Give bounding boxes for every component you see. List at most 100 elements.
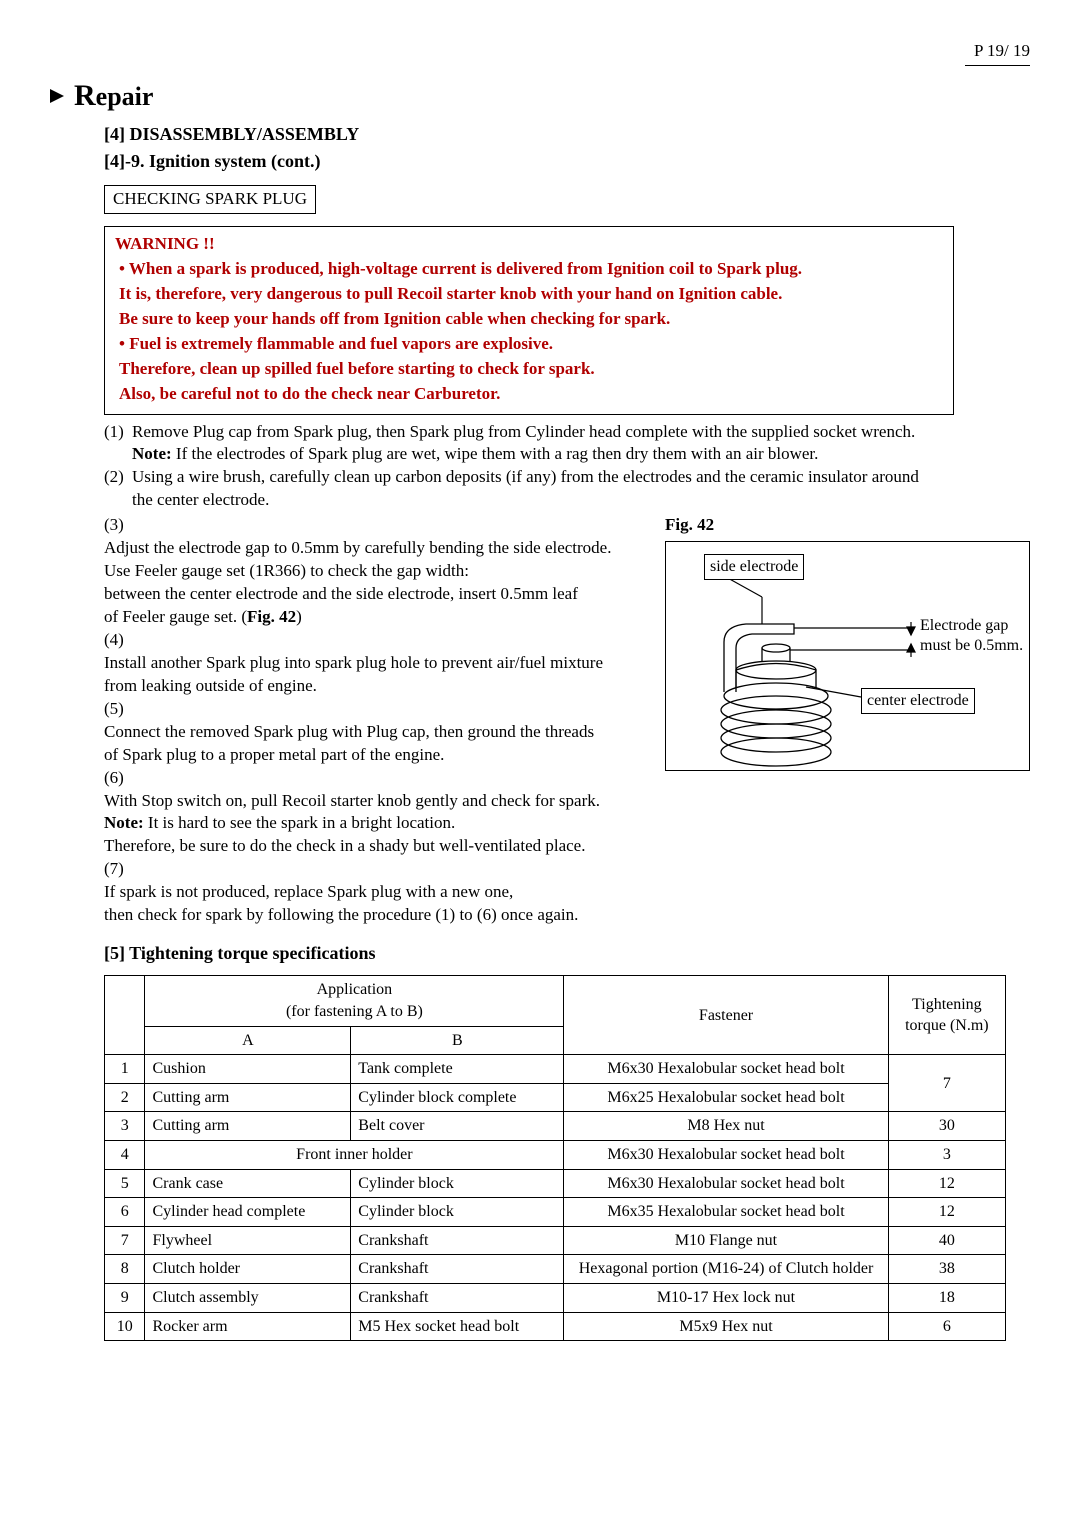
diagram: side electrode Electrode gap must be 0.5… [665,541,1030,771]
section-5-heading: [5] Tightening torque specifications [104,941,1030,965]
warning-title: WARNING !! [115,233,943,256]
torque-table: Application (for fastening A to B) Faste… [104,975,1006,1341]
warning-line: Also, be careful not to do the check nea… [115,383,943,406]
cell-B: Cylinder block [351,1169,564,1198]
step-row: (7)If spark is not produced, replace Spa… [104,858,655,927]
hdr-app-sub: (for fastening A to B) [286,1003,423,1020]
step-number: (6) [104,767,655,790]
warning-line: Be sure to keep your hands off from Igni… [115,308,943,331]
arrow-icon [50,89,64,103]
cell-num: 10 [105,1312,145,1341]
cell-A: Flywheel [145,1226,351,1255]
step-row: (6)With Stop switch on, pull Recoil star… [104,767,655,859]
cell-num: 4 [105,1141,145,1170]
cell-fastener: M6x35 Hexalobular socket head bolt [564,1198,888,1227]
cell-num: 2 [105,1083,145,1112]
cell-torque: 18 [888,1283,1005,1312]
two-col: (3)Adjust the electrode gap to 0.5mm by … [104,514,1030,927]
page-number-rule [965,65,1030,66]
cell-A: Rocker arm [145,1312,351,1341]
step-number: (4) [104,629,655,652]
title: Repair [74,76,153,117]
cell-torque: 12 [888,1198,1005,1227]
step-text: Adjust the electrode gap to 0.5mm by car… [104,537,655,629]
cell-AB: Front inner holder [145,1141,564,1170]
table-row: 6Cylinder head completeCylinder blockM6x… [105,1198,1006,1227]
table-row: 8Clutch holderCrankshaftHexagonal portio… [105,1255,1006,1284]
cell-num: 6 [105,1198,145,1227]
section-4-heading: [4] DISASSEMBLY/ASSEMBLY [104,122,1030,146]
cell-B: Crankshaft [351,1255,564,1284]
hdr-fastener: Fastener [564,976,888,1055]
warning-line: It is, therefore, very dangerous to pull… [115,283,943,306]
cell-B: Crankshaft [351,1283,564,1312]
table-row: 4Front inner holderM6x30 Hexalobular soc… [105,1141,1006,1170]
cell-A: Clutch assembly [145,1283,351,1312]
hdr-torque: Tightening torque (N.m) [888,976,1005,1055]
cell-B: Belt cover [351,1112,564,1141]
title-big: R [74,79,96,112]
cell-torque: 7 [888,1055,1005,1112]
hdr-torque-2: torque (N.m) [905,1017,989,1034]
page-number: P 19/ 19 [50,40,1030,63]
cell-fastener: M10-17 Hex lock nut [564,1283,888,1312]
cell-torque: 3 [888,1141,1005,1170]
cell-fastener: M8 Hex nut [564,1112,888,1141]
cell-A: Cutting arm [145,1083,351,1112]
cell-num: 1 [105,1055,145,1084]
warning-line: • Fuel is extremely flammable and fuel v… [115,333,943,356]
cell-num: 3 [105,1112,145,1141]
steps-left: (3)Adjust the electrode gap to 0.5mm by … [104,514,655,927]
step-number: (2) [104,466,132,489]
hdr-B: B [351,1026,564,1055]
step-row: (5)Connect the removed Spark plug with P… [104,698,655,767]
cell-A: Cutting arm [145,1112,351,1141]
cell-B: Crankshaft [351,1226,564,1255]
cell-fastener: M6x30 Hexalobular socket head bolt [564,1141,888,1170]
section-4-sub: [4]-9. Ignition system (cont.) [104,149,1030,173]
warning-box: WARNING !! • When a spark is produced, h… [104,226,954,415]
step-number: (1) [104,421,132,444]
cell-fastener: Hexagonal portion (M16-24) of Clutch hol… [564,1255,888,1284]
step-text: Using a wire brush, carefully clean up c… [132,466,1030,512]
cell-A: Crank case [145,1169,351,1198]
cell-fastener: M6x25 Hexalobular socket head bolt [564,1083,888,1112]
step-number: (7) [104,858,655,881]
step-row: (4)Install another Spark plug into spark… [104,629,655,698]
step-text: Remove Plug cap from Spark plug, then Sp… [132,421,1030,467]
cell-B: Tank complete [351,1055,564,1084]
table-row: 2Cutting armCylinder block completeM6x25… [105,1083,1006,1112]
table-row: 9Clutch assemblyCrankshaftM10-17 Hex loc… [105,1283,1006,1312]
step-number: (5) [104,698,655,721]
table-row: 3Cutting armBelt coverM8 Hex nut30 [105,1112,1006,1141]
hdr-torque-1: Tightening [912,996,982,1013]
table-row: 10Rocker armM5 Hex socket head boltM5x9 … [105,1312,1006,1341]
gap-text-1: Electrode gap [920,616,1008,635]
cell-num: 5 [105,1169,145,1198]
step-row: (3)Adjust the electrode gap to 0.5mm by … [104,514,655,629]
table-row: 1CushionTank completeM6x30 Hexalobular s… [105,1055,1006,1084]
cell-A: Clutch holder [145,1255,351,1284]
cell-num: 7 [105,1226,145,1255]
cell-fastener: M6x30 Hexalobular socket head bolt [564,1055,888,1084]
step-text: If spark is not produced, replace Spark … [104,881,655,927]
step-text: Install another Spark plug into spark pl… [104,652,655,698]
title-row: Repair [50,76,1030,117]
step-text: With Stop switch on, pull Recoil starter… [104,790,655,859]
figure-label: Fig. 42 [665,514,1030,537]
cell-torque: 30 [888,1112,1005,1141]
label-center-electrode: center electrode [861,688,975,714]
hdr-blank [105,976,145,1055]
cell-B: M5 Hex socket head bolt [351,1312,564,1341]
gap-text-2: must be 0.5mm. [920,636,1023,655]
warning-line: Therefore, clean up spilled fuel before … [115,358,943,381]
cell-torque: 38 [888,1255,1005,1284]
label-side-electrode: side electrode [704,554,804,580]
cell-A: Cushion [145,1055,351,1084]
table-header-row: Application (for fastening A to B) Faste… [105,976,1006,1026]
step-text: Connect the removed Spark plug with Plug… [104,721,655,767]
cell-fastener: M5x9 Hex nut [564,1312,888,1341]
hdr-application: Application (for fastening A to B) [145,976,564,1026]
checking-label: CHECKING SPARK PLUG [104,185,316,214]
steps-top: (1)Remove Plug cap from Spark plug, then… [104,421,1030,513]
